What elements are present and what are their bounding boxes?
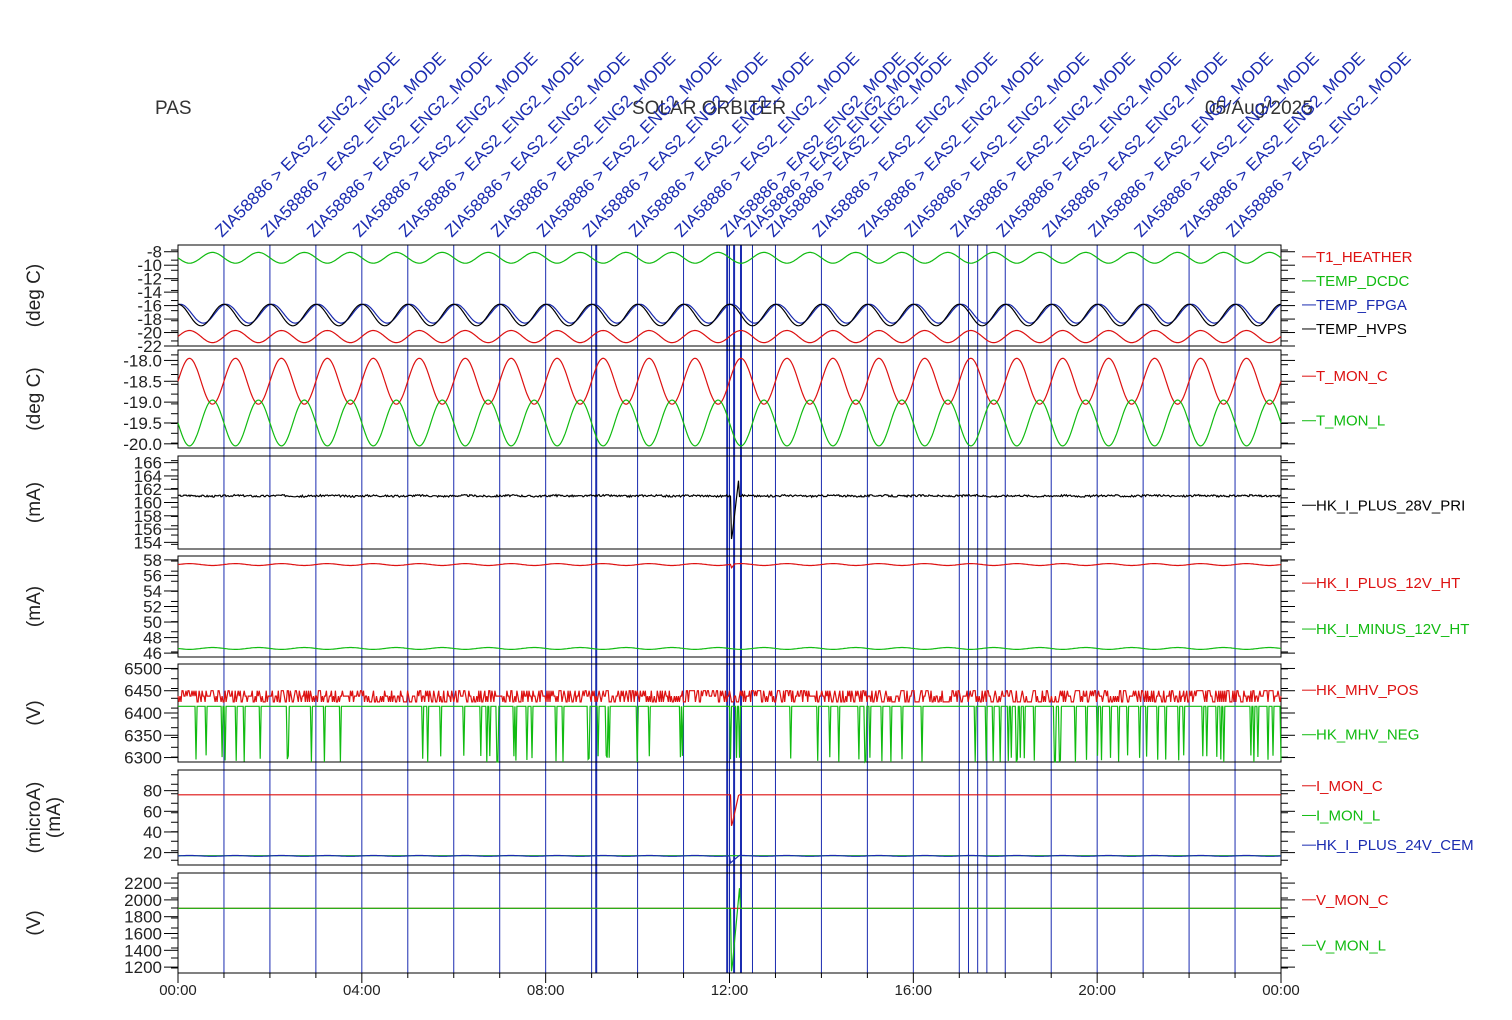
x-tick-label: 20:00: [1078, 982, 1116, 999]
y-tick-label: 6450: [124, 682, 162, 701]
y-axis-label: (deg C): [24, 367, 45, 430]
series-line: [177, 399, 1282, 447]
y-axis-label: (mA): [24, 586, 45, 627]
panel-frame: [177, 244, 1282, 347]
y-axis-label: (mA): [24, 482, 45, 523]
panel-frame: [177, 769, 1282, 866]
y-tick-label: 56: [143, 566, 162, 585]
y-tick-label: 158: [134, 507, 162, 526]
series-line: [177, 303, 1282, 327]
series-legend: HK_MHV_POS: [1316, 682, 1419, 699]
y-axis-label: (V): [24, 910, 45, 935]
y-tick-label: -18.0: [123, 351, 162, 370]
series-line: [177, 690, 1282, 703]
y-tick-label: 1400: [124, 941, 162, 960]
x-tick-label: 00:00: [159, 982, 197, 999]
y-tick-label: 2200: [124, 874, 162, 893]
y-tick-label: -20: [137, 324, 162, 343]
series-legend: HK_MHV_NEG: [1316, 727, 1419, 744]
x-tick-label: 16:00: [895, 982, 933, 999]
series-legend: HK_I_MINUS_12V_HT: [1316, 621, 1469, 638]
y-tick-label: 40: [143, 823, 162, 842]
y-tick-label: -8: [147, 243, 162, 262]
y-tick-label: 50: [143, 613, 162, 632]
y-tick-label: 2000: [124, 891, 162, 910]
series-legend: TEMP_DCDC: [1316, 273, 1410, 290]
y-tick-label: 164: [134, 467, 162, 486]
y-axis-label: (microA): [24, 782, 45, 854]
series-line: [178, 854, 1282, 865]
series-line: [177, 480, 1281, 540]
series-line: [177, 251, 1282, 264]
series-line: [177, 357, 1282, 405]
y-tick-label: 166: [134, 454, 162, 473]
y-axis-label: (mA): [44, 797, 65, 838]
series-legend: HK_I_PLUS_12V_HT: [1316, 575, 1460, 592]
y-axis-label: (deg C): [24, 264, 45, 327]
header-mission: SOLAR ORBITER: [632, 98, 787, 119]
series-legend: V_MON_C: [1316, 892, 1389, 909]
y-tick-label: 58: [143, 551, 162, 570]
x-tick-label: 04:00: [343, 982, 381, 999]
series-legend: TEMP_HVPS: [1316, 321, 1407, 338]
y-tick-label: -16: [137, 297, 162, 316]
y-tick-label: -20.0: [123, 435, 162, 454]
series-line: [177, 329, 1282, 344]
panel-frame: [177, 349, 1282, 449]
y-tick-label: 1600: [124, 925, 162, 944]
y-tick-label: -14: [137, 283, 162, 302]
series-legend: V_MON_L: [1316, 937, 1386, 954]
y-tick-label: 6300: [124, 749, 162, 768]
x-tick-label: 00:00: [1262, 982, 1300, 999]
series-legend: T1_HEATHER: [1316, 249, 1413, 266]
x-tick-label: 08:00: [527, 982, 565, 999]
y-tick-label: 54: [143, 582, 162, 601]
y-tick-label: 6350: [124, 726, 162, 745]
series-line: [177, 563, 1282, 569]
x-tick-label: 12:00: [711, 982, 749, 999]
series-legend: I_MON_C: [1316, 778, 1383, 795]
y-tick-label: -10: [137, 256, 162, 275]
y-tick-label: 20: [143, 844, 162, 863]
y-tick-label: 162: [134, 480, 162, 499]
series-legend: I_MON_L: [1316, 807, 1380, 824]
series-legend: HK_I_PLUS_24V_CEM: [1316, 837, 1474, 854]
y-tick-label: 48: [143, 629, 162, 648]
y-tick-label: -22: [137, 337, 162, 356]
y-tick-label: 46: [143, 644, 162, 663]
y-tick-label: 1200: [124, 958, 162, 977]
series-line: [178, 888, 1281, 972]
y-tick-label: -12: [137, 270, 162, 289]
y-tick-label: 1800: [124, 908, 162, 927]
y-tick-label: -19.0: [123, 393, 162, 412]
series-legend: T_MON_L: [1316, 413, 1385, 430]
y-tick-label: 52: [143, 598, 162, 617]
series-line: [178, 705, 1282, 764]
y-tick-label: 160: [134, 494, 162, 513]
y-tick-label: 6400: [124, 704, 162, 723]
series-line: [177, 646, 1282, 650]
series-legend: HK_I_PLUS_28V_PRI: [1316, 497, 1465, 514]
y-tick-label: 154: [134, 533, 162, 552]
series-line: [178, 794, 1281, 826]
series-legend: TEMP_FPGA: [1316, 297, 1407, 314]
y-tick-label: 156: [134, 520, 162, 539]
header-date: 05/Aug/2025: [1205, 98, 1313, 119]
y-tick-label: 80: [143, 782, 162, 801]
y-tick-label: -19.5: [123, 414, 162, 433]
y-tick-label: -18: [137, 310, 162, 329]
header-instrument: PAS: [155, 98, 192, 119]
y-tick-label: 60: [143, 802, 162, 821]
y-tick-label: 6500: [124, 659, 162, 678]
y-tick-label: -18.5: [123, 372, 162, 391]
series-legend: T_MON_C: [1316, 368, 1388, 385]
y-axis-label: (V): [24, 700, 45, 725]
